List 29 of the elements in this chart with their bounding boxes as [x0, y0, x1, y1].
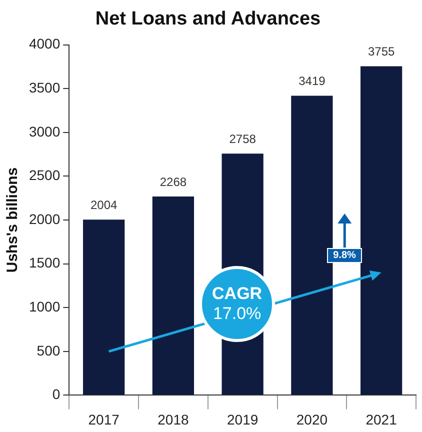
y-tick-label: 500 — [36, 342, 60, 358]
data-label: 2268 — [160, 174, 187, 189]
y-tick-label: 2500 — [28, 167, 60, 184]
data-label: 3755 — [368, 44, 395, 59]
data-label: 2758 — [229, 132, 256, 146]
annotation: 9.8% — [327, 248, 362, 263]
y-tick-label: 4000 — [28, 36, 60, 52]
y-tick-label: 2000 — [28, 210, 60, 227]
y-tick-label: 1000 — [28, 298, 60, 314]
data-label: 2004 — [90, 198, 118, 212]
data-label: 3419 — [298, 74, 326, 88]
bar — [83, 220, 125, 395]
x-tick-label: 2017 — [88, 411, 120, 428]
annotation: CAGR — [212, 284, 262, 304]
x-tick-label: 2021 — [366, 411, 398, 428]
bar — [360, 66, 402, 395]
annotation: 17.0% — [212, 304, 262, 324]
x-tick-label: 2020 — [296, 411, 328, 428]
y-tick-label: 0 — [52, 386, 60, 402]
y-tick-label: 1500 — [28, 254, 60, 271]
bar — [152, 196, 194, 395]
x-tick-label: 2019 — [226, 411, 258, 428]
x-tick-label: 2018 — [158, 411, 189, 428]
y-tick-label: 3500 — [28, 79, 60, 96]
circle-badge: CAGR 17.0% — [199, 266, 276, 342]
bar — [291, 96, 333, 395]
y-axis-title: Ushs's billions — [4, 167, 22, 273]
y-tick-label: 3000 — [28, 123, 60, 140]
chart-title: Net Loans and Advances — [95, 8, 321, 30]
